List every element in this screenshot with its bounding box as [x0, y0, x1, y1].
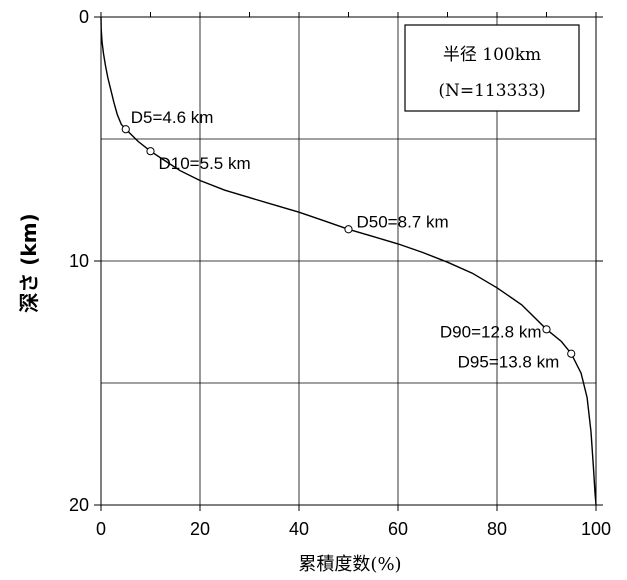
y-tick-label: 20 [69, 495, 89, 515]
percentile-marker [567, 349, 576, 358]
percentile-label: D10=5.5 km [159, 154, 251, 173]
x-tick-label: 60 [388, 519, 408, 539]
percentile-label: D5=4.6 km [131, 108, 214, 127]
x-tick-label: 100 [581, 519, 611, 539]
x-axis-ticks: 0 20 40 60 80 100 [96, 12, 611, 539]
y-axis-ticks: 0 10 20 [69, 7, 603, 515]
percentile-marker [344, 225, 353, 234]
percentile-label: D90=12.8 km [440, 322, 542, 341]
legend-line-1: 半径 100km [443, 45, 541, 65]
percentile-marker [121, 125, 130, 134]
x-tick-label: 0 [96, 519, 106, 539]
legend-box: 半径 100km (N=113333) [404, 24, 580, 112]
x-axis-label: 累積度数(%) [298, 554, 401, 575]
x-tick-label: 20 [190, 519, 210, 539]
y-tick-label: 10 [69, 251, 89, 271]
percentile-label: D95=13.8 km [458, 353, 560, 372]
legend-frame [404, 24, 580, 112]
percentile-marker [542, 325, 551, 334]
y-axis-label: 深さ (km) [17, 213, 41, 312]
y-tick-label: 0 [79, 7, 89, 27]
x-tick-label: 40 [289, 519, 309, 539]
percentile-label: D50=8.7 km [357, 212, 449, 231]
x-tick-label: 80 [487, 519, 507, 539]
legend-line-2: (N=113333) [438, 81, 545, 101]
percentile-markers: D5=4.6 km D10=5.5 km D50=8.7 km D90=12.8 km… [121, 108, 576, 372]
percentile-marker [146, 147, 155, 156]
